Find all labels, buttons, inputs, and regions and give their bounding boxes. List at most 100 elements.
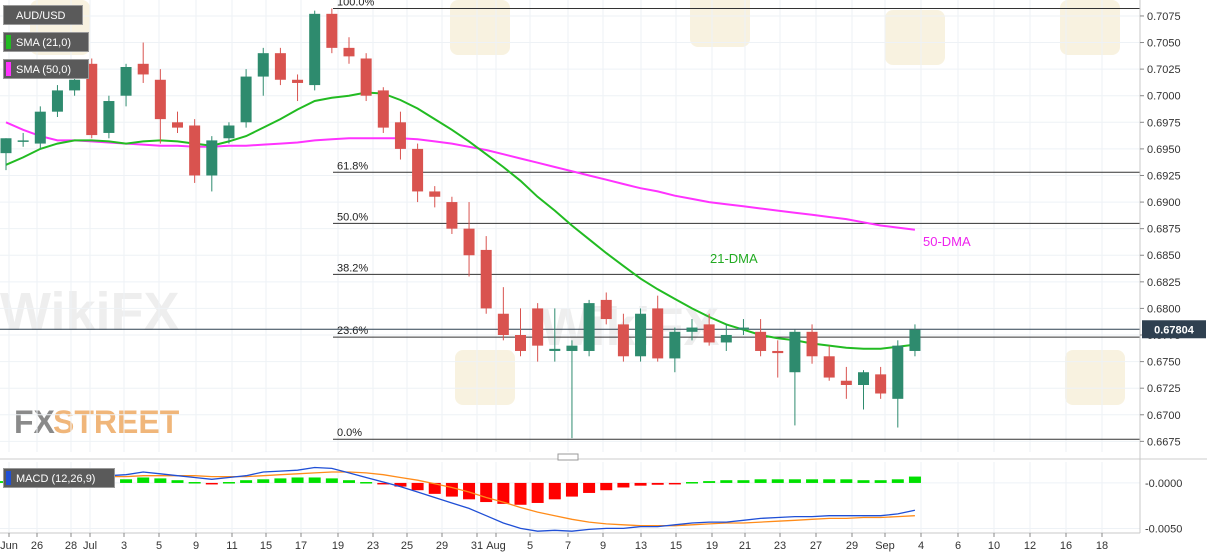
macd-histogram-bar: [771, 479, 784, 483]
macd-histogram-bar: [737, 480, 750, 483]
symbol-label: AUD/USD: [16, 10, 66, 22]
macd-histogram-bar: [651, 482, 664, 485]
symbol-legend[interactable]: AUD/USD: [3, 5, 83, 25]
candle: [823, 345, 835, 381]
candle: [17, 132, 29, 147]
macd-histogram-bar: [823, 479, 836, 483]
candle-body: [377, 90, 389, 128]
candle: [326, 8, 338, 54]
candle-body: [480, 249, 492, 309]
time-axis-label: 13: [635, 540, 647, 552]
macd-histogram-bar: [428, 482, 441, 494]
candle: [394, 111, 406, 160]
candle-body: [189, 125, 201, 176]
candle-body: [446, 202, 458, 229]
macd-histogram-bar: [720, 480, 733, 483]
candle-body: [549, 348, 561, 351]
macd-histogram-bar: [394, 482, 407, 487]
candle: [206, 136, 218, 192]
candle-body: [172, 122, 183, 128]
candle: [446, 196, 458, 234]
candle-body: [823, 356, 835, 378]
candle: [137, 42, 149, 83]
candle: [497, 287, 509, 341]
macd-main-line: [5, 466, 916, 532]
candle: [240, 69, 252, 128]
time-axis-label: Jun: [0, 540, 18, 552]
macd-histogram-bar: [840, 479, 853, 483]
candle-body: [737, 327, 749, 330]
time-axis-label: 28: [65, 540, 77, 552]
time-axis-label: 9: [600, 540, 606, 552]
candle: [566, 340, 578, 439]
macd-histogram-bar: [205, 482, 218, 485]
time-axis-label: 11: [226, 540, 237, 552]
macd-histogram-bar: [634, 482, 647, 486]
candle: [429, 186, 441, 208]
time-axis-label: 23: [774, 540, 786, 552]
candle-body: [635, 313, 647, 357]
fib-level-label: 100.0%: [337, 0, 375, 9]
candle: [86, 58, 98, 139]
candle: [103, 95, 115, 139]
candle-body: [412, 148, 424, 192]
fibonacci-levels: 100.0% 61.8% 50.0% 38.2% 23.6% 0.0%: [0, 0, 1140, 440]
candle-body: [669, 331, 681, 359]
candle: [292, 74, 304, 102]
panel-resize-handle: [557, 453, 579, 461]
macd-legend[interactable]: MACD (12,26,9): [3, 468, 115, 488]
macd-histogram-bar: [308, 477, 321, 483]
sma21-annotation: 21-DMA: [710, 251, 758, 266]
candle-body: [463, 228, 475, 256]
macd-histogram-bar: [257, 479, 270, 483]
macd-label: MACD (12,26,9): [16, 473, 96, 485]
sma50-legend[interactable]: SMA (50,0): [3, 59, 89, 79]
macd-histogram-bar: [754, 479, 767, 483]
candle-body: [86, 63, 98, 136]
candle: [223, 122, 235, 144]
time-axis-label: 5: [527, 540, 533, 552]
macd-histogram-bar: [874, 480, 887, 483]
macd-histogram-bar: [565, 482, 578, 497]
macd-histogram-bar: [668, 482, 681, 485]
price-axis-label: 0.6725: [1147, 383, 1181, 395]
candle-body: [69, 79, 81, 91]
time-axis-label: 18: [1096, 540, 1108, 552]
candle: [172, 111, 183, 133]
time-axis-label: 15: [670, 540, 682, 552]
fib-level-label: 38.2%: [337, 262, 368, 274]
time-axis-label: 23: [367, 540, 379, 552]
candle: [875, 366, 887, 399]
time-axis-label: 27: [810, 540, 822, 552]
candle-body: [292, 79, 304, 83]
candle-body: [34, 111, 46, 144]
candle-body: [858, 372, 869, 385]
time-axis-label: 21: [739, 540, 751, 552]
fib-level-label: 0.0%: [337, 427, 362, 439]
price-axis-label: 0.6825: [1147, 277, 1181, 289]
candle: [617, 313, 629, 362]
macd-histogram-bar: [788, 479, 801, 483]
candle-body: [617, 324, 629, 357]
macd-histogram-bar: [445, 482, 458, 497]
sma21-legend[interactable]: SMA (21,0): [3, 32, 89, 52]
macd-histogram-bar: [274, 478, 287, 483]
macd-histogram-bar: [360, 482, 373, 484]
macd-histogram-bar: [806, 479, 819, 483]
candlesticks[interactable]: [0, 8, 921, 439]
candle-body: [772, 350, 784, 354]
candle: [343, 37, 355, 64]
candle: [360, 53, 372, 102]
candle-body: [840, 380, 852, 385]
candle-body: [497, 313, 509, 336]
sma50-line: [5, 121, 916, 231]
macd-histogram-bar: [531, 482, 544, 503]
candle-body: [429, 191, 441, 197]
candle: [309, 10, 321, 91]
macd-histogram-bar: [137, 477, 150, 483]
candle: [840, 366, 852, 399]
watermark-logo-tile: [1060, 0, 1120, 55]
macd-histogram-bar: [857, 480, 870, 483]
